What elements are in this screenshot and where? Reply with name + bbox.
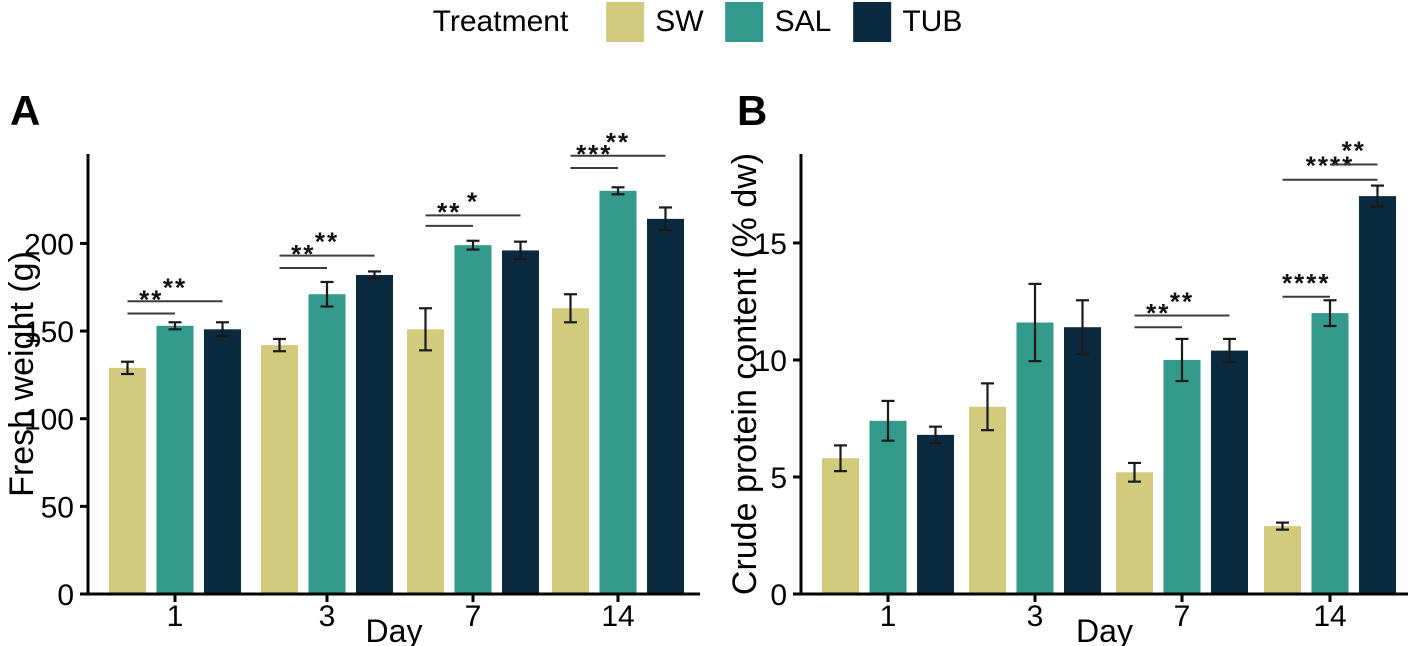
bar-A-day3-sw: [261, 345, 298, 594]
bar-B-day7-tub: [1211, 350, 1248, 594]
bar-A-day14-sw: [552, 308, 589, 594]
legend: Treatment SW SAL TUB: [433, 2, 985, 42]
sig-label: **: [139, 285, 163, 315]
x-tick-label: 14: [1313, 600, 1346, 633]
legend-item-sal: SAL: [725, 2, 832, 42]
bar-A-day7-tub: [502, 250, 539, 594]
sig-label: **: [1146, 298, 1170, 328]
y-tick-label: 100: [24, 404, 74, 437]
bar-A-day1-sal: [156, 325, 194, 594]
x-tick-label: 14: [601, 600, 634, 633]
sig-label: **: [1170, 286, 1194, 316]
sig-label: **: [437, 197, 461, 227]
bar-A-day14-tub: [647, 218, 684, 594]
x-tick-label: 7: [465, 600, 482, 633]
bar-B-day3-sal: [1016, 322, 1054, 594]
legend-label-sw: SW: [655, 5, 704, 38]
sig-label: **: [315, 227, 339, 257]
sig-label: **: [1342, 136, 1366, 166]
legend-swatch-sal: [725, 2, 764, 42]
panel-label-a: A: [10, 87, 41, 134]
legend-swatch-sw: [606, 2, 645, 42]
y-tick-label: 50: [41, 491, 74, 524]
sig-label: ***: [576, 139, 612, 169]
bar-B-day14-sal: [1311, 313, 1349, 594]
bar-A-day1-tub: [204, 329, 241, 594]
bar-A-day14-sal: [599, 190, 637, 594]
bar-B-day1-sal: [869, 420, 907, 594]
y-tick-label: 5: [770, 462, 787, 495]
y-axis-title: Fresh weight (g): [3, 251, 41, 497]
sig-label: ****: [1306, 151, 1354, 181]
bar-A-day1-sw: [109, 367, 146, 594]
y-tick-label: 0: [57, 579, 74, 612]
bar-B-day14-sw: [1264, 526, 1301, 594]
panel-label-b: B: [737, 87, 768, 134]
sig-label: ****: [1282, 268, 1330, 298]
sig-label: **: [606, 127, 630, 157]
bar-B-day1-sw: [822, 458, 859, 594]
x-axis-title: Day: [366, 613, 423, 646]
bar-A-day7-sal: [454, 245, 492, 594]
bar-A-day3-sal: [308, 294, 346, 594]
sig-label: **: [291, 239, 315, 269]
y-tick-label: 15: [754, 228, 787, 261]
bar-B-day3-tub: [1064, 327, 1101, 594]
x-tick-label: 1: [880, 600, 897, 633]
y-tick-label: 0: [770, 579, 787, 612]
y-tick-label: 10: [754, 345, 787, 378]
y-tick-label: 200: [24, 228, 74, 261]
bar-A-day7-sw: [407, 329, 444, 594]
bar-B-day3-sw: [969, 406, 1006, 594]
x-tick-label: 3: [319, 600, 336, 633]
legend-items: SW SAL TUB: [606, 2, 984, 42]
x-tick-label: 7: [1174, 600, 1191, 633]
sig-label: *: [467, 186, 479, 216]
sig-label: **: [163, 272, 187, 302]
x-axis-title: Day: [1076, 613, 1133, 646]
bar-B-day14-tub: [1359, 196, 1396, 594]
legend-swatch-tub: [853, 2, 892, 42]
y-tick-label: 150: [24, 316, 74, 349]
legend-label-tub: TUB: [902, 5, 963, 38]
legend-item-sw: SW: [606, 2, 704, 42]
y-axis-title: Crude protein content (% dw): [726, 153, 764, 595]
legend-title: Treatment: [432, 5, 569, 38]
legend-label-sal: SAL: [774, 5, 832, 38]
bar-B-day1-tub: [917, 434, 954, 594]
x-tick-label: 3: [1027, 600, 1044, 633]
bar-A-day3-tub: [356, 274, 393, 594]
bar-B-day7-sal: [1163, 359, 1201, 594]
bar-B-day7-sw: [1116, 472, 1153, 594]
legend-item-tub: TUB: [853, 2, 962, 42]
x-tick-label: 1: [167, 600, 184, 633]
